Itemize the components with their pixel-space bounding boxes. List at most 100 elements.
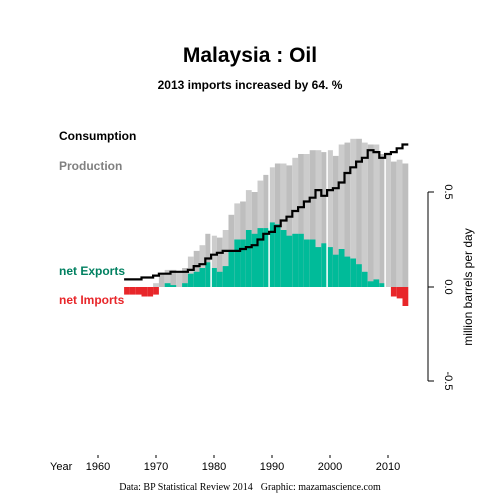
- net-exports-bar: [332, 254, 339, 287]
- net-imports-bar: [147, 287, 154, 297]
- net-exports-bar: [228, 250, 235, 287]
- production-bar: [350, 138, 357, 287]
- net-imports-bar: [402, 287, 409, 306]
- source-credit: Data: BP Statistical Review 2014 Graphic:…: [119, 482, 381, 493]
- y-tick-label: 0.5: [442, 184, 454, 199]
- net-imports-bar: [124, 287, 130, 295]
- net-imports-bar: [129, 287, 136, 295]
- net-exports-bar: [182, 283, 188, 287]
- consumption-line: [124, 143, 409, 281]
- net-exports-bar: [245, 230, 252, 287]
- x-tick-label: 2010: [376, 461, 400, 473]
- net-exports-bar: [292, 233, 299, 287]
- net-exports-bar: [321, 243, 328, 287]
- net-exports-bar: [303, 239, 310, 287]
- net-exports-bar: [361, 271, 368, 287]
- production-bar: [199, 245, 206, 287]
- production-bar: [344, 142, 351, 287]
- net-exports-bar: [240, 239, 246, 287]
- net-exports-bar: [205, 262, 212, 287]
- x-axis: Year 1960 1970 1980 1990 2000 2010: [50, 455, 400, 473]
- legend-consumption: Consumption: [59, 129, 136, 143]
- production-bar: [216, 237, 223, 287]
- net-exports-bar: [379, 283, 386, 287]
- net-exports-bar: [234, 239, 241, 287]
- net-exports-bar: [257, 228, 264, 287]
- net-exports-bar: [263, 228, 270, 287]
- net-exports-bar: [373, 279, 380, 287]
- x-tick-label: 2000: [318, 461, 342, 473]
- production-bar: [193, 250, 200, 287]
- production-bar: [280, 163, 287, 287]
- net-imports-bar: [135, 287, 142, 295]
- net-exports-bar: [315, 247, 322, 287]
- net-exports-bar: [251, 233, 258, 287]
- chart-subtitle: 2013 imports increased by 64. %: [158, 78, 343, 92]
- y-tick-label: -0.5: [442, 372, 454, 391]
- net-exports-bar: [367, 281, 374, 287]
- production-bar: [379, 154, 386, 287]
- production-bar: [170, 269, 177, 287]
- net-exports-bar: [274, 224, 281, 287]
- net-imports-bar: [153, 287, 159, 295]
- legend-net-imports: net Imports: [59, 293, 125, 307]
- x-tick-label: 1980: [202, 461, 226, 473]
- production-bar: [176, 271, 183, 287]
- production-bar: [182, 268, 188, 287]
- graphic-credit: Graphic: mazamascience.com: [261, 482, 381, 493]
- production-bar: [396, 159, 403, 287]
- net-imports-bar: [390, 287, 397, 297]
- production-bar: [298, 154, 304, 287]
- x-axis-title: Year: [50, 461, 73, 473]
- production-bar: [158, 273, 165, 287]
- net-exports-bar: [164, 283, 171, 287]
- production-bar: [164, 269, 171, 287]
- net-exports-bar: [199, 268, 206, 287]
- production-bar: [153, 283, 159, 287]
- net-exports-bar: [344, 256, 351, 287]
- production-bar: [373, 144, 380, 287]
- production-bar: [402, 163, 409, 287]
- source-data-credit: Data: BP Statistical Review 2014: [119, 482, 253, 493]
- net-exports-bar: [280, 230, 287, 287]
- production-bar: [332, 155, 339, 287]
- production-bar: [187, 256, 194, 287]
- production-bar: [356, 138, 362, 287]
- net-exports-bar: [193, 271, 200, 287]
- net-exports-bar: [356, 264, 362, 287]
- x-tick-label: 1960: [86, 461, 110, 473]
- production-bar: [211, 235, 217, 287]
- net-exports-bar: [211, 268, 217, 287]
- net-exports-bar: [286, 235, 293, 287]
- production-bar: [321, 152, 328, 287]
- production-bar: [286, 165, 293, 287]
- chart-title: Malaysia : Oil: [183, 44, 317, 67]
- y-axis: 0.5 0.0 -0.5 million barrels per day: [427, 184, 475, 391]
- production-bar: [385, 154, 391, 287]
- bars-layer: [124, 138, 409, 306]
- net-exports-bar: [216, 271, 223, 287]
- net-exports-bar: [187, 273, 194, 287]
- legend-net-exports: net Exports: [59, 264, 125, 278]
- y-tick-label: 0.0: [442, 279, 454, 294]
- y-axis-title: million barrels per day: [461, 228, 475, 345]
- production-bar: [367, 144, 374, 287]
- x-tick-label: 1990: [260, 461, 284, 473]
- net-exports-bar: [327, 247, 333, 287]
- production-bar: [303, 154, 310, 287]
- legend-production: Production: [59, 159, 122, 173]
- production-bar: [292, 157, 299, 287]
- production-bar: [309, 150, 316, 287]
- production-bar: [327, 150, 333, 287]
- production-bar: [338, 144, 345, 287]
- net-imports-bar: [396, 287, 403, 299]
- x-tick-label: 1970: [144, 461, 168, 473]
- production-bar: [222, 230, 229, 287]
- net-exports-bar: [350, 258, 357, 287]
- net-exports-bar: [170, 285, 177, 287]
- production-bar: [205, 233, 212, 287]
- net-imports-bar: [141, 287, 148, 297]
- net-exports-bar: [298, 233, 304, 287]
